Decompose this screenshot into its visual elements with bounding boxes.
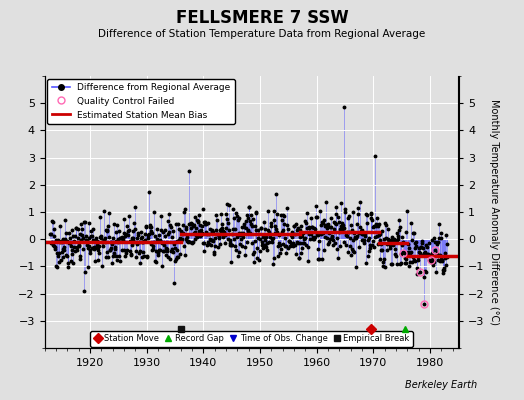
Text: FELLSMERE 7 SSW: FELLSMERE 7 SSW: [176, 9, 348, 27]
Legend: Station Move, Record Gap, Time of Obs. Change, Empirical Break: Station Move, Record Gap, Time of Obs. C…: [90, 331, 413, 346]
Y-axis label: Monthly Temperature Anomaly Difference (°C): Monthly Temperature Anomaly Difference (…: [489, 99, 499, 325]
Text: Difference of Station Temperature Data from Regional Average: Difference of Station Temperature Data f…: [99, 29, 425, 39]
Text: Berkeley Earth: Berkeley Earth: [405, 380, 477, 390]
